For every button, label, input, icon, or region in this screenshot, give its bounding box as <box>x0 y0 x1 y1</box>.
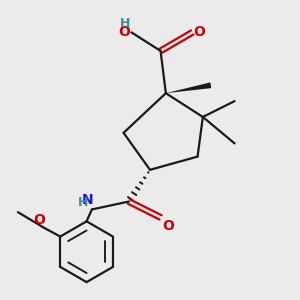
Text: O: O <box>34 213 46 226</box>
Text: H: H <box>77 196 88 209</box>
Text: O: O <box>162 219 174 233</box>
Text: N: N <box>82 193 93 207</box>
Text: O: O <box>194 26 206 39</box>
Text: O: O <box>118 26 130 39</box>
Text: H: H <box>120 17 130 30</box>
Polygon shape <box>166 82 211 93</box>
